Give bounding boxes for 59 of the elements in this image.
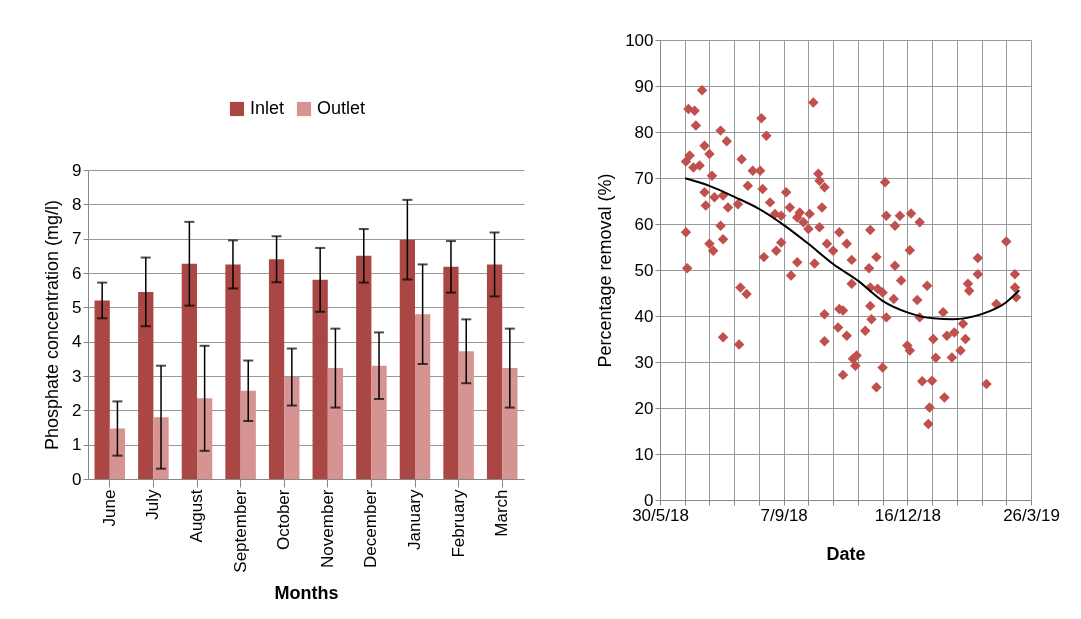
y-tick-label: 7 (72, 229, 82, 249)
y-tick-label: 9 (72, 160, 82, 180)
x-tick-label: January (405, 489, 424, 550)
bar (312, 279, 328, 479)
bar (94, 300, 110, 479)
y-tick-label: 2 (72, 400, 82, 420)
y-tick-label: 100 (625, 30, 654, 50)
bar (240, 390, 256, 479)
bar (502, 368, 518, 479)
x-tick-label: June (99, 489, 119, 527)
bar (399, 239, 415, 479)
y-tick-label: 4 (72, 332, 82, 352)
y-tick-label: 0 (72, 469, 82, 489)
bar (371, 365, 387, 479)
y-tick-label: 70 (634, 168, 654, 188)
x-tick-label: August (187, 489, 206, 543)
x-tick-label: September (230, 489, 250, 573)
bar (197, 398, 213, 479)
y-tick-label: 5 (72, 297, 82, 317)
y-tick-label: 20 (634, 398, 654, 418)
bar (225, 264, 241, 479)
x-tick-label: 16/12/18 (874, 505, 941, 525)
y-tick-label: 10 (634, 444, 654, 464)
x-axis-title: Months (274, 582, 339, 603)
x-tick-label: November (317, 489, 337, 568)
bar (138, 291, 154, 479)
bar (181, 263, 197, 479)
x-tick-label: 26/3/19 (1003, 505, 1060, 525)
x-axis-title: Date (826, 543, 866, 564)
bar (284, 377, 300, 479)
legend-label: Inlet (250, 98, 285, 118)
bar (268, 259, 285, 479)
x-tick-label: October (274, 489, 294, 550)
x-tick-label: March (492, 489, 512, 537)
y-tick-label: 50 (634, 260, 654, 280)
x-tick-label: July (143, 489, 163, 520)
legend-label: Outlet (317, 98, 366, 118)
y-tick-label: 6 (72, 263, 82, 283)
y-tick-label: 40 (634, 306, 654, 326)
bar (109, 428, 126, 479)
bar (415, 314, 431, 479)
bar (443, 266, 459, 479)
y-tick-label: 3 (72, 366, 82, 386)
y-axis-title: Percentage removal (%) (595, 173, 616, 368)
bar (356, 255, 372, 479)
y-tick-label: 1 (72, 435, 82, 455)
y-tick-label: 8 (72, 194, 82, 214)
y-axis-title: Phosphate concentration (mg/l) (42, 199, 63, 451)
y-tick-label: 90 (634, 76, 654, 96)
bar (486, 264, 503, 479)
y-tick-label: 80 (634, 122, 654, 142)
x-tick-label: 7/9/18 (760, 505, 808, 525)
bar (458, 351, 474, 479)
bar (327, 368, 344, 479)
x-tick-label: February (448, 489, 468, 558)
y-tick-label: 60 (634, 214, 654, 234)
line-series (684, 177, 1020, 321)
x-tick-label: December (361, 489, 381, 568)
y-tick-label: 30 (634, 352, 654, 372)
